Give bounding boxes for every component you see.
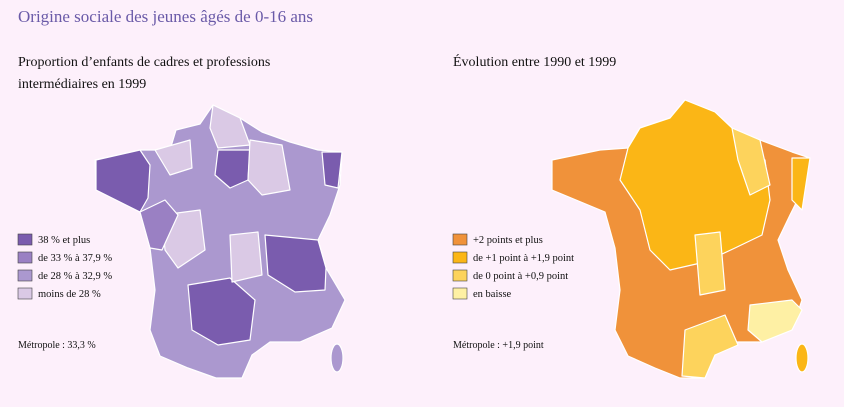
region — [681, 314, 739, 379]
region — [247, 139, 291, 196]
legend-label: de 0 point à +0,9 point — [473, 271, 568, 282]
legend-label: de 33 % à 37,9 % — [38, 253, 112, 264]
map-note: Métropole : +1,9 point — [453, 340, 544, 351]
region — [214, 149, 251, 189]
legend-swatch — [452, 287, 468, 300]
map-title: Évolution entre 1990 et 1999 — [453, 53, 616, 70]
region — [747, 299, 803, 343]
region — [95, 149, 151, 213]
map-left — [94, 104, 346, 379]
region — [694, 231, 726, 296]
region — [154, 139, 193, 176]
corsica — [330, 343, 344, 373]
map-right — [551, 99, 811, 379]
map-title: Proportion d’enfants de cadres et profes… — [18, 55, 270, 70]
region — [187, 277, 256, 346]
corsica — [795, 343, 809, 373]
legend-swatch — [17, 269, 33, 282]
legend-label: en baisse — [473, 289, 512, 300]
legend-label: 38 % et plus — [38, 235, 90, 246]
region — [209, 104, 251, 149]
region — [791, 157, 811, 211]
legend-swatch — [452, 233, 468, 246]
region — [264, 234, 327, 293]
legend-label: de 28 % à 32,9 % — [38, 271, 112, 282]
legend-swatch — [17, 287, 33, 300]
legend-label: +2 points et plus — [473, 235, 543, 246]
legend-swatch — [17, 251, 33, 264]
region — [321, 151, 343, 189]
legend-swatch — [452, 251, 468, 264]
map-note: Métropole : 33,3 % — [18, 340, 96, 351]
map-title: intermédiaires en 1999 — [18, 77, 146, 92]
legend-label: de +1 point à +1,9 point — [473, 253, 574, 264]
page-title: Origine sociale des jeunes âgés de 0-16 … — [18, 7, 313, 26]
legend-swatch — [17, 233, 33, 246]
legend-swatch — [452, 269, 468, 282]
region — [619, 99, 771, 271]
region — [139, 199, 179, 251]
region — [731, 127, 771, 196]
region — [229, 231, 263, 283]
legend-label: moins de 28 % — [38, 289, 101, 300]
